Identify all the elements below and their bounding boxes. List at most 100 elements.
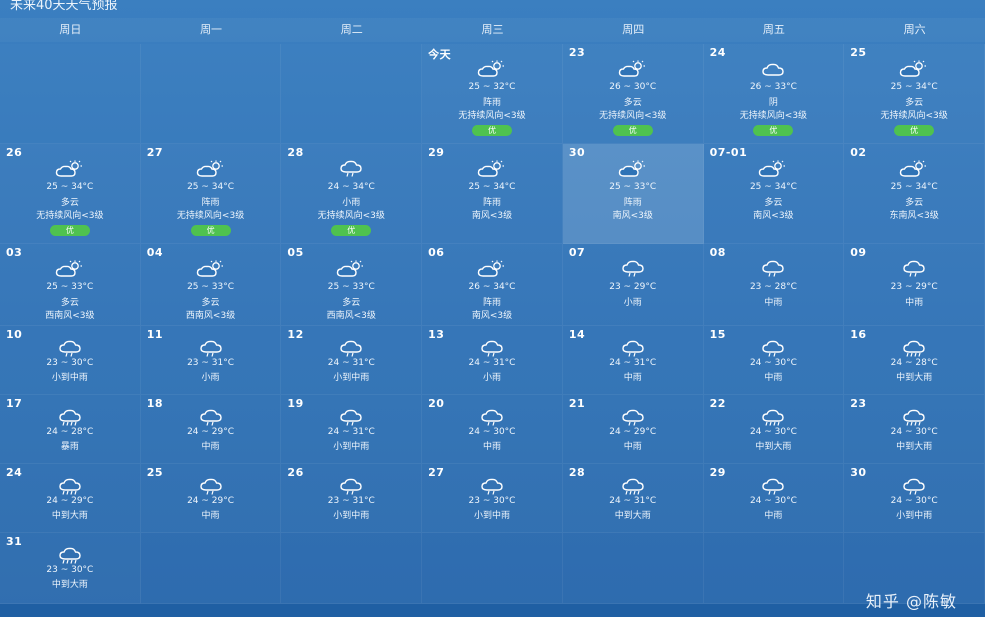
day-cell[interactable]: 27 23 ~ 30°C 小到中雨 (422, 464, 563, 533)
day-date: 07 (568, 246, 586, 259)
day-cell[interactable]: 11 23 ~ 31°C 小雨 (140, 326, 282, 395)
empty-cell (422, 533, 563, 604)
day-cell[interactable]: 05 25 ~ 33°C 多云 西南风<3级 (281, 244, 423, 326)
day-cell[interactable]: 29 25 ~ 34°C 阵雨 南风<3级 (422, 144, 563, 244)
watermark: 知乎 @陈敏 (865, 592, 957, 611)
day-cell[interactable]: 23 24 ~ 30°C 中到大雨 (844, 395, 985, 464)
day-date: 27 (146, 146, 164, 159)
temperature-range: 26 ~ 33°C (749, 82, 797, 92)
day-cell[interactable]: 02 25 ~ 34°C 多云 东南风<3级 (844, 144, 985, 244)
wind-info: 南风<3级 (753, 211, 794, 221)
wind-info: 无持续风向<3级 (458, 111, 526, 121)
empty-cell (281, 533, 423, 604)
day-cell[interactable]: 25 24 ~ 29°C 中雨 (140, 464, 282, 533)
day-cell[interactable]: 10 23 ~ 30°C 小到中雨 (0, 326, 141, 395)
day-cell[interactable]: 07 23 ~ 29°C 小雨 (562, 244, 704, 326)
day-cell[interactable]: 30 24 ~ 30°C 小到中雨 (844, 464, 985, 533)
day-cell[interactable]: 22 24 ~ 30°C 中到大雨 (703, 395, 845, 464)
weekday-label: 周六 (903, 23, 926, 36)
weather-condition: 阵雨 (482, 298, 501, 308)
day-cell[interactable]: 06 26 ~ 34°C 阵雨 南风<3级 (422, 244, 563, 326)
day-cell[interactable]: 17 24 ~ 28°C 暴雨 (0, 395, 141, 464)
day-date: 25 (146, 466, 164, 479)
day-cell[interactable]: 29 24 ~ 30°C 中雨 (703, 464, 845, 533)
temperature-range: 25 ~ 32°C (468, 82, 516, 92)
day-cell[interactable]: 28 24 ~ 34°C 小雨 无持续风向<3级优 (281, 144, 423, 244)
rain-icon (336, 160, 366, 178)
day-cell[interactable]: 24 24 ~ 29°C 中到大雨 (0, 464, 141, 533)
wind-info: 东南风<3级 (889, 211, 939, 221)
day-cell[interactable]: 12 24 ~ 31°C 小到中雨 (281, 326, 423, 395)
day-cell[interactable]: 26 25 ~ 34°C 多云 无持续风向<3级优 (0, 144, 141, 244)
wind-info: 西南风<3级 (45, 311, 95, 321)
day-cell[interactable]: 15 24 ~ 30°C 中雨 (703, 326, 845, 395)
weekday-label: 周一 (200, 23, 223, 36)
temperature-range: 24 ~ 30°C (749, 496, 797, 506)
day-cell[interactable]: 今天 25 ~ 32°C 阵雨 无持续风向<3级优 (422, 44, 563, 144)
weather-condition: 阵雨 (482, 98, 501, 108)
day-cell[interactable]: 09 23 ~ 29°C 中雨 (844, 244, 985, 326)
weather-condition: 小到中雨 (51, 373, 88, 383)
rain-icon (336, 478, 366, 496)
temperature-range: 23 ~ 30°C (46, 358, 94, 368)
weekday-label: 周日 (59, 23, 82, 36)
day-date: 02 (850, 146, 867, 159)
day-cell[interactable]: 14 24 ~ 31°C 中雨 (562, 326, 704, 395)
day-cell[interactable]: 18 24 ~ 29°C 中雨 (140, 395, 282, 464)
day-date: 29 (709, 466, 726, 479)
day-cell[interactable]: 26 23 ~ 31°C 小到中雨 (281, 464, 423, 533)
day-cell[interactable]: 25 25 ~ 34°C 多云 无持续风向<3级优 (844, 44, 985, 144)
heavy-rain-icon (899, 409, 929, 427)
day-cell[interactable]: 28 24 ~ 31°C 中到大雨 (562, 464, 704, 533)
day-cell[interactable]: 23 26 ~ 30°C 多云 无持续风向<3级优 (562, 44, 704, 144)
day-cell[interactable]: 24 26 ~ 33°C 阴无持续风向<3级优 (703, 44, 845, 144)
temperature-range: 24 ~ 30°C (890, 496, 938, 506)
day-cell[interactable]: 07-01 25 ~ 34°C 多云 南风<3级 (703, 144, 845, 244)
day-cell[interactable]: 31 23 ~ 30°C 中到大雨 (0, 533, 141, 604)
day-cell[interactable]: 16 24 ~ 28°C 中到大雨 (844, 326, 985, 395)
day-cell[interactable]: 19 24 ~ 31°C 小到中雨 (281, 395, 423, 464)
weather-condition: 多云 (342, 298, 361, 308)
heavy-rain-icon (758, 409, 788, 427)
partly-cloudy-icon (618, 60, 648, 78)
bottom-bar (0, 604, 985, 617)
rain-icon (196, 478, 226, 496)
day-date: 28 (568, 466, 586, 479)
temperature-range: 23 ~ 31°C (327, 496, 375, 506)
day-cell[interactable]: 30 25 ~ 33°C 阵雨 南风<3级 (562, 144, 704, 244)
page-title: 未来40天天气预报 (10, 0, 118, 13)
weekday-label: 周三 (481, 23, 504, 36)
day-date: 26 (6, 146, 23, 159)
day-cell[interactable]: 21 24 ~ 29°C 中雨 (562, 395, 704, 464)
weather-condition: 多云 (201, 298, 220, 308)
weekday-label: 周五 (762, 23, 785, 36)
rain-icon (618, 409, 648, 427)
wind-info: 无持续风向<3级 (176, 211, 245, 221)
heavy-rain-icon (55, 547, 85, 565)
day-cell[interactable]: 20 24 ~ 30°C 中雨 (422, 395, 563, 464)
wind-info: 西南风<3级 (326, 311, 376, 321)
day-cell[interactable]: 03 25 ~ 33°C 多云 西南风<3级 (0, 244, 141, 326)
weather-condition: 小雨 (201, 373, 220, 383)
day-date: 03 (6, 246, 23, 259)
weather-condition: 小到中雨 (333, 442, 370, 452)
day-date: 22 (709, 397, 726, 410)
day-cell[interactable]: 13 24 ~ 31°C 小雨 (422, 326, 563, 395)
weather-condition: 中雨 (764, 511, 783, 521)
day-cell[interactable]: 27 25 ~ 34°C 阵雨 无持续风向<3级优 (140, 144, 282, 244)
wind-info: 无持续风向<3级 (880, 111, 948, 121)
temperature-range: 24 ~ 30°C (890, 427, 938, 437)
calendar-grid: 今天 25 ~ 32°C 阵雨 无持续风向<3级优 23 26 ~ 30°C 多云 无持续风向… (0, 44, 985, 604)
day-cell[interactable]: 04 25 ~ 33°C 多云 西南风<3级 (140, 244, 282, 326)
rain-icon (758, 478, 788, 496)
day-date: 05 (287, 246, 304, 259)
day-cell[interactable]: 08 23 ~ 28°C 中雨 (703, 244, 845, 326)
temperature-range: 23 ~ 29°C (609, 282, 657, 292)
temperature-range: 25 ~ 34°C (890, 82, 938, 92)
day-date: 26 (287, 466, 304, 479)
aqi-badge: 优 (471, 125, 512, 136)
temperature-range: 25 ~ 34°C (890, 182, 938, 192)
day-date: 13 (428, 328, 445, 341)
weather-condition: 中到大雨 (51, 580, 88, 590)
